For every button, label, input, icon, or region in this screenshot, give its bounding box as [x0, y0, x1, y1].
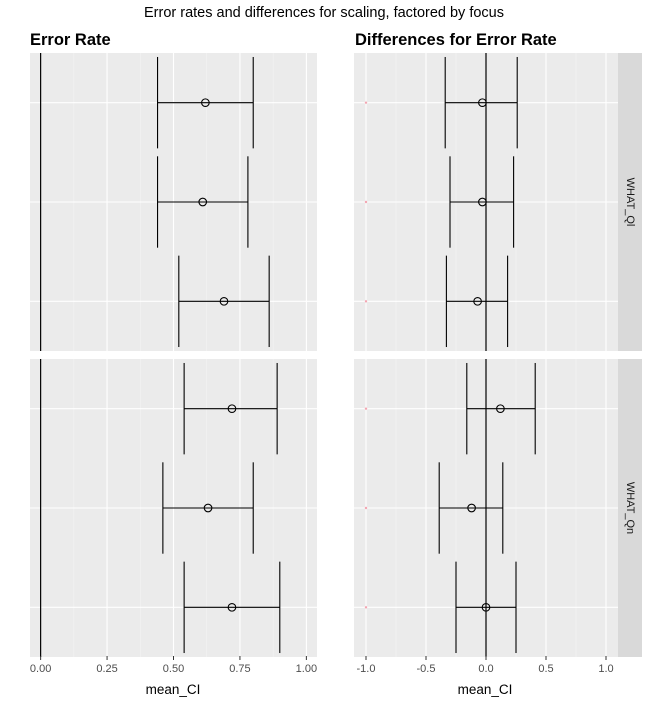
strip-label: WHAT_Qn	[624, 482, 636, 534]
mean-point	[496, 404, 505, 414]
x-tick-label: 1.00	[296, 663, 317, 675]
strip-background	[618, 53, 642, 351]
facet-strip-what-qn: WHAT_Qn	[618, 359, 642, 657]
facet-panel-what-ql	[30, 53, 317, 351]
x-tick-label: 0.00	[30, 663, 51, 675]
errorbar-row	[157, 56, 254, 149]
mean-point	[201, 98, 210, 108]
errorbar-row	[455, 561, 517, 654]
right-chart-differences: -1.0 -0.5 0.0 0.5 1.0	[354, 53, 618, 675]
mean-point	[203, 503, 213, 513]
errorbar-row	[445, 255, 509, 348]
errorbar-row	[178, 255, 270, 348]
facet-strip-what-ql: WHAT_Ql	[618, 53, 642, 351]
mean-point	[478, 197, 487, 207]
x-tick-label: 0.0	[478, 663, 493, 675]
row-marker-dot	[364, 606, 368, 609]
x-axis: -1.0 -0.5 0.0 0.5 1.0	[357, 656, 614, 675]
x-tick-label: 1.0	[598, 663, 613, 675]
strip-background	[618, 359, 642, 657]
facet-panel-what-qn	[354, 359, 618, 657]
errorbar-row	[183, 362, 278, 455]
errorbar-row	[466, 362, 536, 455]
figure-title: Error rates and differences for scaling,…	[144, 5, 504, 21]
facet-strips: WHAT_Ql WHAT_Qn	[618, 53, 642, 657]
errorbar-row	[449, 156, 515, 248]
left-panel-title: Error Rate	[30, 31, 111, 49]
mean-point	[473, 296, 482, 306]
mean-point	[478, 98, 487, 108]
x-tick-label: -1.0	[357, 663, 376, 675]
mean-point	[481, 602, 491, 612]
errorbar-row	[162, 462, 254, 554]
row-marker-dot	[364, 506, 368, 510]
left-x-axis-title: mean_CI	[146, 682, 201, 697]
x-axis: 0.00 0.25 0.50 0.75 1.00	[30, 656, 317, 675]
errorbar-row	[438, 462, 504, 554]
right-x-axis-title: mean_CI	[458, 682, 513, 697]
facet-panel-what-qn	[30, 359, 317, 657]
x-tick-label: 0.25	[96, 663, 117, 675]
strip-label: WHAT_Ql	[624, 178, 636, 227]
x-tick-label: 0.5	[538, 663, 553, 675]
errorbar-row	[157, 156, 249, 248]
errorbar-row	[183, 561, 281, 654]
row-marker-dot	[364, 101, 368, 104]
mean-point	[227, 602, 237, 612]
left-chart-error-rate: 0.00 0.25 0.50 0.75 1.00	[30, 53, 317, 675]
mean-point	[198, 197, 208, 207]
mean-point	[227, 404, 237, 414]
x-tick-label: 0.50	[163, 663, 184, 675]
facet-panel-what-ql	[354, 53, 618, 351]
row-marker-dot	[364, 407, 368, 410]
mean-point	[219, 296, 229, 306]
x-tick-label: -0.5	[417, 663, 436, 675]
right-panel-title: Differences for Error Rate	[355, 31, 557, 49]
row-marker-dot	[364, 200, 368, 204]
row-marker-dot	[364, 300, 368, 303]
mean-point	[467, 503, 476, 513]
x-tick-label: 0.75	[229, 663, 250, 675]
errorbar-row	[444, 56, 518, 149]
